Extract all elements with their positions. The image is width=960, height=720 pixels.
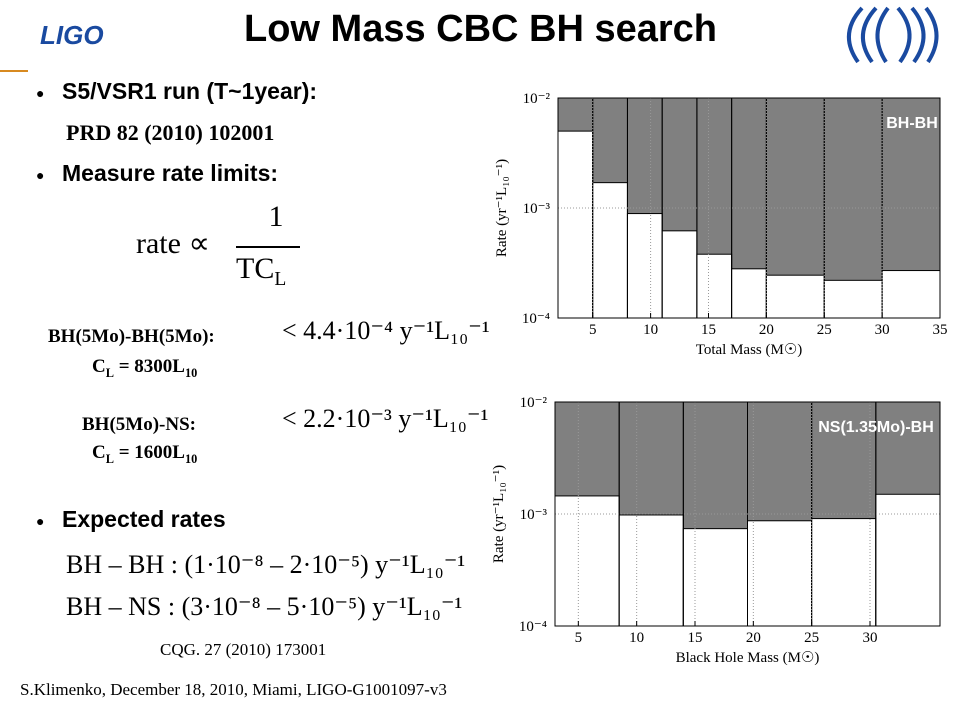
- x-tick-label: 10: [643, 322, 658, 338]
- bar: [661, 230, 698, 319]
- x-tick-label: 30: [875, 322, 890, 338]
- limit-label: BH(5Mo)-NS:: [82, 414, 196, 435]
- bar: [881, 270, 941, 319]
- denominator: TC: [236, 252, 275, 285]
- bar: [811, 518, 877, 627]
- bar: [823, 279, 883, 319]
- bullet: Measure rate limits:: [36, 160, 278, 187]
- virgo-logo: [846, 6, 939, 64]
- citation: CQG. 27 (2010) 173001: [160, 640, 327, 659]
- bar: [731, 268, 767, 319]
- x-axis-label: Total Mass (M☉): [696, 342, 803, 358]
- cl-value: = 1600L: [113, 442, 185, 463]
- limit: < 2.2·10⁻³ y⁻¹L₁₀⁻¹: [282, 404, 489, 433]
- fraction-bar: [236, 246, 300, 248]
- plot-frame: [557, 97, 941, 319]
- x-tick-label: 20: [746, 630, 761, 646]
- cl-sub: L: [105, 365, 114, 380]
- x-tick-label: 5: [575, 630, 583, 646]
- cl-value: = 8300L: [113, 356, 185, 377]
- cl: CL = 1600L10: [92, 442, 197, 467]
- bullet: S5/VSR1 run (T~1year):: [36, 78, 317, 105]
- bar: [557, 130, 594, 319]
- y-axis-label: Rate (yr⁻¹L₁₀⁻¹): [491, 465, 507, 563]
- plot-frame: [554, 401, 941, 627]
- subscript: L: [274, 269, 287, 290]
- cl-value-sub: 10: [184, 451, 198, 466]
- x-tick-label: 25: [804, 630, 819, 646]
- bar: [765, 274, 825, 319]
- bar: [682, 528, 748, 627]
- x-tick-label: 20: [759, 322, 774, 338]
- y-tick-label: 10⁻²: [523, 91, 551, 107]
- bar: [618, 514, 684, 627]
- y-tick-label: 10⁻⁴: [519, 619, 547, 635]
- bullet: Expected rates: [36, 506, 226, 533]
- cl: CL = 8300L10: [92, 356, 197, 381]
- limit-label: BH(5Mo)-BH(5Mo):: [48, 326, 215, 347]
- cl-sub: L: [105, 451, 114, 466]
- bar: [554, 495, 620, 627]
- expected-rate: BH – BH : (1·10⁻⁸ – 2·10⁻⁵) y⁻¹L₁₀⁻¹: [66, 550, 466, 579]
- x-tick-label: 10: [629, 630, 644, 646]
- y-axis-label: Rate (yr⁻¹L₁₀⁻¹): [494, 159, 510, 257]
- cl-c: C: [92, 356, 106, 377]
- footer: S.Klimenko, December 18, 2010, Miami, LI…: [20, 680, 447, 699]
- annotation: NS(1.35Mo)-BH: [818, 419, 934, 436]
- bar: [747, 520, 813, 627]
- y-tick-label: 10⁻²: [520, 395, 548, 411]
- cl-c: C: [92, 442, 106, 463]
- formula-numerator: 1: [268, 200, 284, 233]
- x-tick-label: 5: [589, 322, 597, 338]
- x-tick-label: 35: [933, 322, 948, 338]
- bar: [875, 493, 941, 627]
- x-tick-label: 30: [863, 630, 878, 646]
- annotation: BH-BH: [886, 115, 938, 132]
- bar: [592, 182, 628, 319]
- formula-lhs: rate ∝: [136, 227, 210, 260]
- cl-value-sub: 10: [184, 365, 198, 380]
- x-tick-label: 15: [688, 630, 703, 646]
- x-axis-label: Black Hole Mass (M☉): [676, 650, 820, 666]
- reference: PRD 82 (2010) 102001: [66, 120, 275, 145]
- accent-line: [0, 70, 28, 72]
- bar: [626, 213, 663, 319]
- title: Low Mass CBC BH search: [244, 8, 718, 50]
- bar: [696, 253, 733, 319]
- x-tick-label: 15: [701, 322, 716, 338]
- y-tick-label: 10⁻⁴: [522, 311, 550, 327]
- formula-denominator: TCL: [236, 252, 286, 291]
- logo: LIGO: [40, 20, 104, 50]
- x-tick-label: 25: [817, 322, 832, 338]
- y-tick-label: 10⁻³: [520, 507, 548, 523]
- expected-rate: BH – NS : (3·10⁻⁸ – 5·10⁻⁵) y⁻¹L₁₀⁻¹: [66, 592, 463, 621]
- y-tick-label: 10⁻³: [523, 201, 551, 217]
- limit: < 4.4·10⁻⁴ y⁻¹L₁₀⁻¹: [282, 316, 490, 345]
